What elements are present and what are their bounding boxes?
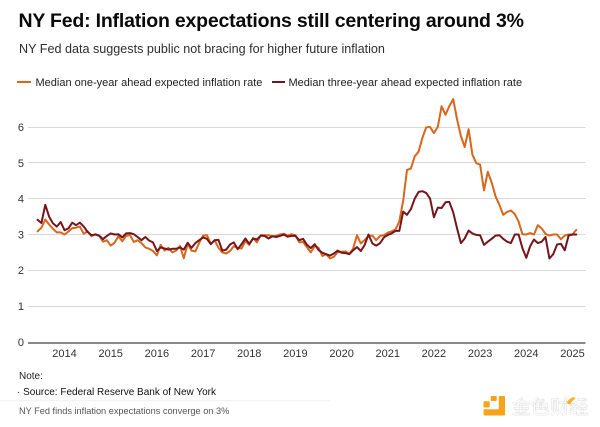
svg-text:2017: 2017 bbox=[191, 348, 215, 360]
svg-text:2019: 2019 bbox=[283, 348, 307, 360]
svg-text:2: 2 bbox=[18, 265, 24, 277]
svg-text:2020: 2020 bbox=[329, 348, 353, 360]
svg-text:2015: 2015 bbox=[98, 348, 122, 360]
svg-text:2018: 2018 bbox=[237, 348, 261, 360]
svg-text:2025: 2025 bbox=[560, 348, 584, 360]
svg-text:5: 5 bbox=[18, 158, 24, 170]
svg-text:2022: 2022 bbox=[422, 348, 446, 360]
svg-text:2021: 2021 bbox=[376, 348, 400, 360]
svg-text:0: 0 bbox=[18, 337, 24, 349]
svg-text:1: 1 bbox=[18, 301, 24, 313]
svg-text:2016: 2016 bbox=[145, 348, 169, 360]
svg-text:2024: 2024 bbox=[514, 348, 538, 360]
svg-text:6: 6 bbox=[18, 122, 24, 134]
svg-text:2023: 2023 bbox=[468, 348, 492, 360]
svg-text:2014: 2014 bbox=[52, 348, 76, 360]
svg-text:4: 4 bbox=[18, 194, 24, 206]
svg-text:3: 3 bbox=[18, 229, 24, 241]
